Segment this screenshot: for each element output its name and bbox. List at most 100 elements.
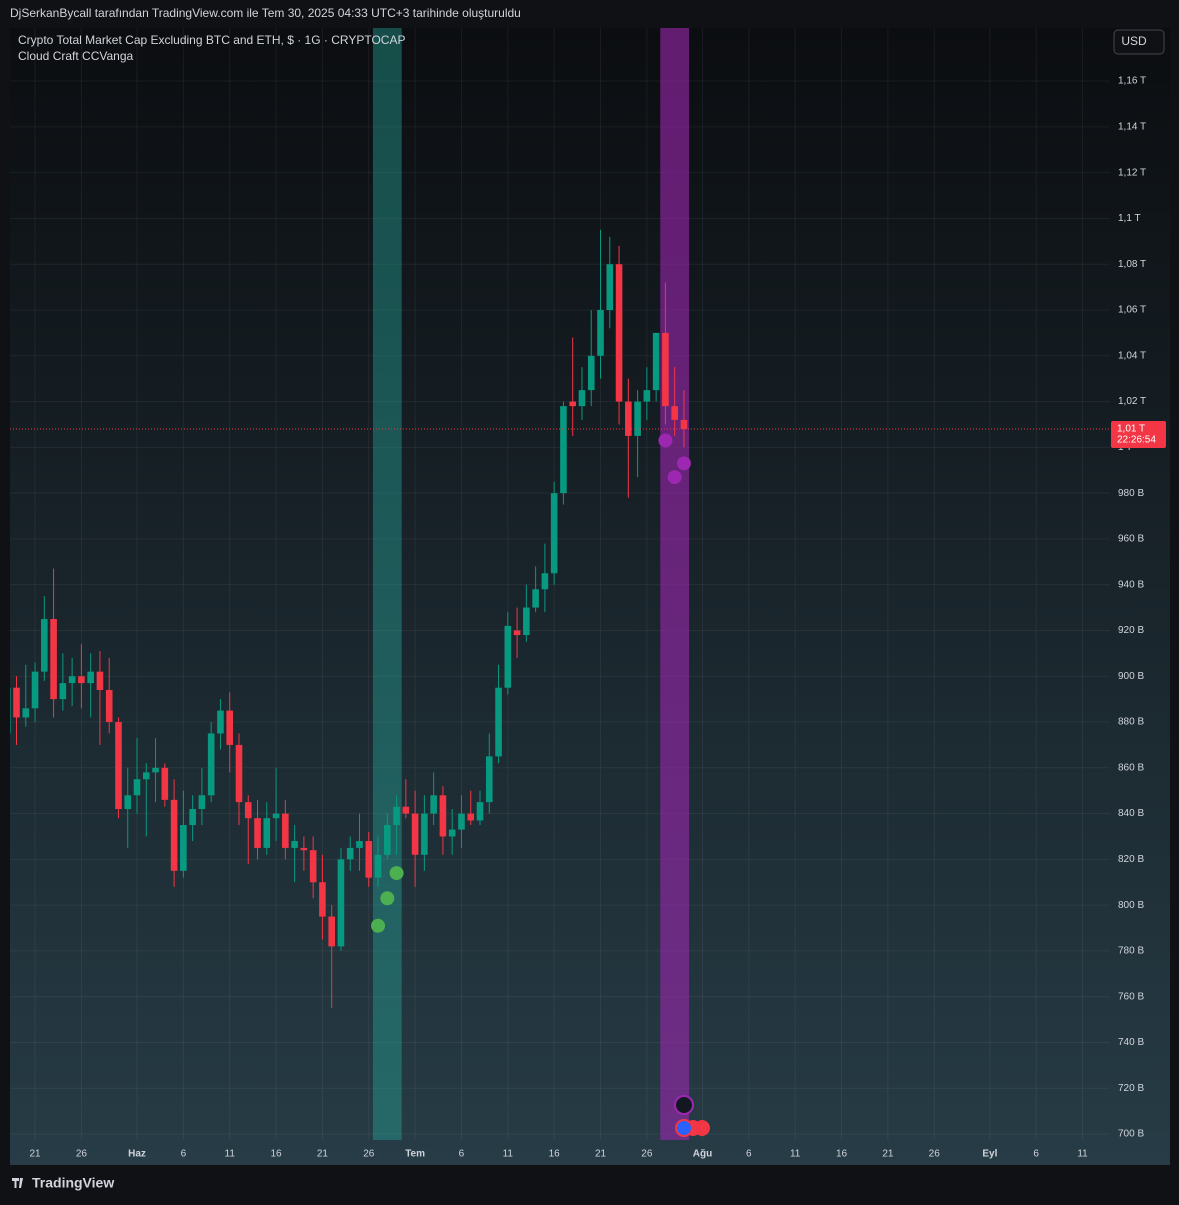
candle-body	[300, 847, 308, 851]
x-tick-label: 6	[746, 1149, 752, 1160]
candle-body	[615, 264, 623, 402]
candle-body	[504, 625, 512, 688]
candle-body	[309, 850, 317, 883]
candle-body	[662, 332, 669, 407]
candle-body	[31, 671, 39, 709]
y-tick-label: 820 B	[1118, 854, 1144, 865]
candle-body	[634, 401, 641, 436]
currency-label[interactable]: USD	[1121, 34, 1147, 48]
signal-dot	[380, 891, 395, 906]
candle-body	[244, 802, 252, 819]
candle-body	[625, 401, 632, 436]
candle-body	[652, 332, 660, 391]
y-tick-label: 740 B	[1118, 1037, 1144, 1048]
x-tick-label: 11	[790, 1149, 801, 1160]
y-tick-label: 940 B	[1118, 579, 1144, 590]
candle-body	[485, 756, 493, 803]
candle-body	[680, 419, 688, 430]
x-tick-label: Eyl	[982, 1149, 997, 1160]
y-tick-label: 800 B	[1118, 900, 1144, 911]
event-icons	[674, 1095, 710, 1137]
candle-body	[421, 813, 428, 855]
candle-body	[170, 799, 178, 871]
candle-body	[513, 630, 521, 636]
candle-body	[328, 916, 335, 947]
candle-body	[78, 676, 85, 684]
candle-body	[532, 589, 539, 608]
chart-title: Crypto Total Market Cap Excluding BTC an…	[18, 33, 405, 47]
header: DjSerkanBycall tarafından TradingView.co…	[10, 6, 521, 20]
candle-body	[133, 779, 141, 796]
y-tick-label: 720 B	[1118, 1083, 1144, 1094]
candle-body	[124, 795, 132, 810]
candle-body	[161, 767, 169, 800]
chart-panel	[10, 28, 1170, 1165]
y-tick-label: 1,06 T	[1118, 305, 1146, 316]
candle-body	[541, 573, 549, 590]
candle-body	[254, 818, 261, 848]
y-tick-label: 860 B	[1118, 762, 1144, 773]
candle-body	[87, 671, 94, 684]
y-tick-label: 760 B	[1118, 991, 1144, 1002]
candle-body	[319, 882, 326, 917]
candle-body	[569, 401, 577, 407]
x-tick-label: 26	[929, 1149, 941, 1160]
countdown: 22:26:54	[1117, 435, 1156, 446]
signal-band	[372, 28, 402, 1140]
candle-body	[476, 802, 484, 821]
x-tick-label: 26	[76, 1149, 88, 1160]
candle-body	[41, 619, 48, 672]
y-tick-label: 1,16 T	[1118, 76, 1146, 87]
x-tick-label: 26	[363, 1149, 375, 1160]
y-tick-label: 1,1 T	[1118, 213, 1141, 224]
y-tick-label: 700 B	[1118, 1129, 1144, 1140]
candle-body	[365, 841, 373, 878]
x-tick-label: 16	[836, 1149, 848, 1160]
candle-body	[235, 744, 243, 803]
candle-body	[272, 813, 280, 819]
candle-body	[402, 806, 410, 814]
y-tick-label: 1,14 T	[1118, 122, 1146, 133]
x-tick-label: 11	[225, 1149, 236, 1160]
y-tick-label: 920 B	[1118, 625, 1144, 636]
candle-body	[282, 813, 289, 848]
candle-body	[217, 710, 224, 734]
candle-body	[105, 689, 113, 723]
x-tick-label: 21	[317, 1149, 329, 1160]
signal-dot	[389, 866, 404, 881]
candle-body	[68, 676, 76, 684]
x-tick-label: Tem	[405, 1149, 425, 1160]
candle-body	[495, 687, 502, 757]
candle-body	[550, 493, 558, 574]
candle-body	[50, 619, 57, 700]
candle-body	[448, 829, 456, 837]
candle-body	[22, 708, 30, 718]
x-tick-label: Haz	[128, 1149, 146, 1160]
candle-body	[198, 795, 206, 810]
signal-dot	[371, 918, 386, 933]
candle-body	[13, 687, 20, 718]
candle-body	[523, 607, 530, 636]
candle-body	[189, 809, 196, 826]
x-tick-label: 16	[549, 1149, 561, 1160]
candle-body	[346, 847, 354, 860]
candle-body	[606, 264, 614, 311]
currency-button[interactable]	[1113, 29, 1165, 55]
candle-body	[643, 390, 651, 402]
candle-body	[115, 722, 122, 810]
candle-body	[96, 671, 104, 690]
x-tick-label: 16	[271, 1149, 283, 1160]
candle-body	[10, 687, 11, 734]
signal-band	[660, 28, 690, 1140]
signal-dot	[658, 433, 673, 448]
candle-body	[430, 795, 437, 814]
x-tick-label: 21	[29, 1149, 41, 1160]
y-tick-label: 780 B	[1118, 946, 1144, 957]
candle-body	[374, 854, 382, 878]
x-tick-label: 6	[1033, 1149, 1039, 1160]
candle-body	[263, 818, 271, 848]
candle-body	[337, 859, 345, 947]
y-tick-label: 1,08 T	[1118, 259, 1146, 270]
y-tick-label: 1,02 T	[1118, 396, 1146, 407]
